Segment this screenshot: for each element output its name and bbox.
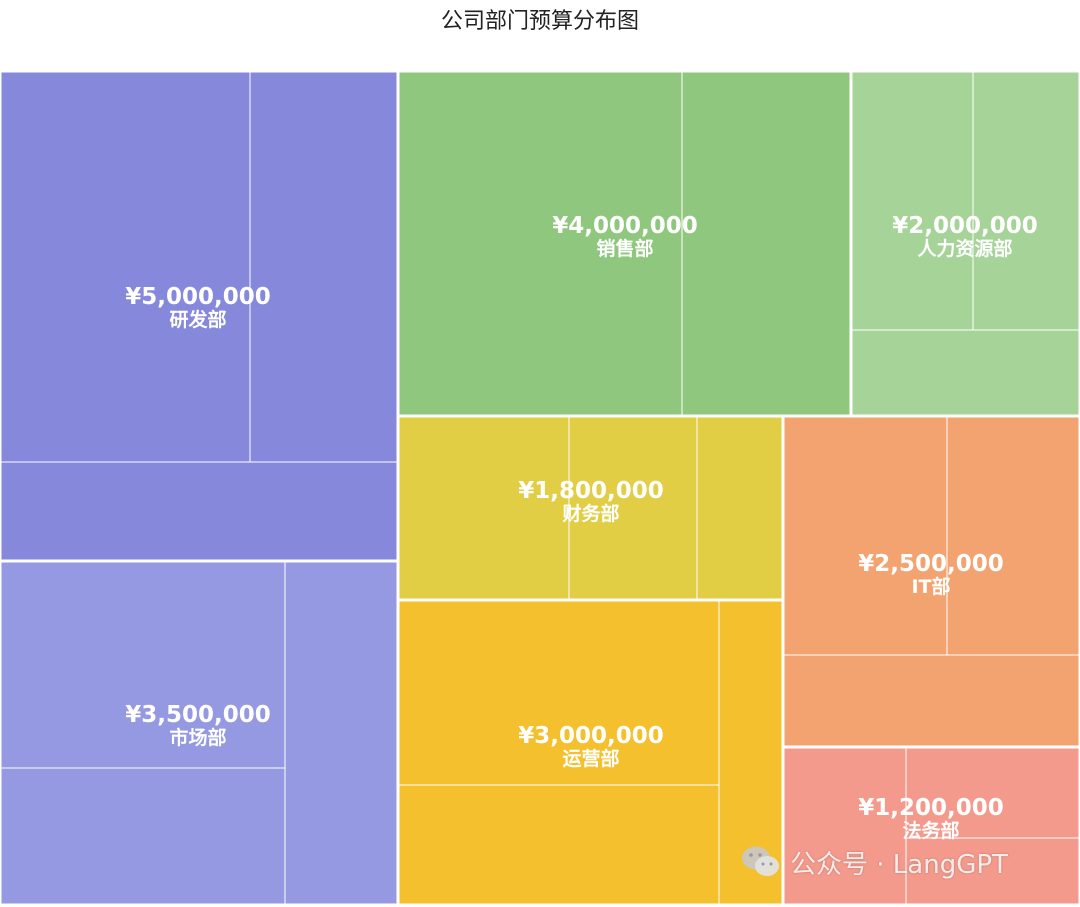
treemap-name-label: 销售部	[596, 237, 653, 260]
treemap-value-label: ¥2,500,000	[858, 551, 1004, 577]
treemap-value-label: ¥4,000,000	[552, 213, 698, 239]
treemap-name-label: 法务部	[902, 819, 959, 842]
treemap-value-label: ¥1,800,000	[518, 478, 664, 504]
treemap-cell-dept-4[interactable]	[849, 69, 1080, 418]
treemap-value-label: ¥3,000,000	[518, 723, 664, 749]
treemap-cell-dept-8[interactable]	[781, 745, 1080, 907]
treemap-name-label: 人力资源部	[917, 237, 1012, 260]
treemap-value-label: ¥3,500,000	[125, 702, 271, 728]
treemap-value-label: ¥1,200,000	[858, 795, 1004, 821]
treemap-name-label: 财务部	[562, 502, 619, 525]
treemap-value-label: ¥5,000,000	[125, 284, 271, 310]
chart-title: 公司部门预算分布图	[440, 9, 639, 34]
treemap-cell-dept-3[interactable]	[396, 69, 853, 418]
treemap-name-label: 研发部	[169, 308, 226, 331]
treemap-cell-dept-7[interactable]	[781, 414, 1080, 749]
treemap-value-label: ¥2,000,000	[892, 213, 1038, 239]
treemap-cell-dept-1[interactable]	[0, 69, 400, 563]
treemap-name-label: 市场部	[169, 726, 226, 749]
treemap-name-label: IT部	[911, 575, 950, 598]
treemap-name-label: 运营部	[562, 747, 619, 770]
